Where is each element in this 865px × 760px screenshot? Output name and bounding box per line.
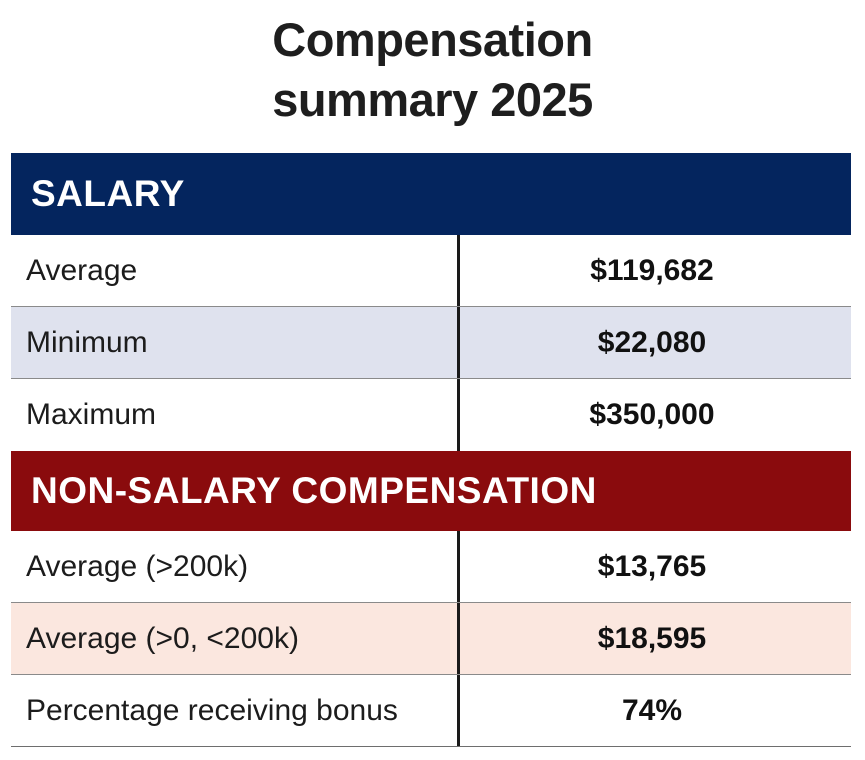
row-label: Average (>200k) (26, 549, 249, 583)
page-title: Compensation summary 2025 (0, 10, 865, 130)
row-label: Maximum (26, 398, 157, 431)
row-value: $13,765 (597, 549, 707, 583)
row-label: Average (26, 253, 138, 287)
row-value: 74% (621, 693, 683, 727)
salary-section-header: SALARY (11, 153, 851, 235)
column-divider (457, 235, 460, 306)
table-row: Percentage receiving bonus 74% (11, 675, 851, 747)
row-value: $22,080 (597, 325, 707, 359)
row-label: Minimum (26, 325, 148, 359)
title-line-1: Compensation (272, 13, 593, 66)
column-divider (457, 675, 460, 746)
row-label: Percentage receiving bonus (26, 693, 398, 727)
compensation-table: SALARY Average $119,682 Minimum $22,080 … (11, 153, 851, 747)
row-value: $350,000 (589, 398, 715, 431)
row-label: Average (>0, <200k) (26, 621, 299, 655)
column-divider (457, 379, 460, 451)
table-row: Average (>200k) $13,765 (11, 531, 851, 603)
column-divider (457, 307, 460, 378)
non-salary-section-header: NON-SALARY COMPENSATION (11, 451, 851, 531)
table-row: Average (>0, <200k) $18,595 (11, 603, 851, 675)
row-value: $119,682 (590, 253, 714, 287)
title-line-2: summary 2025 (272, 73, 593, 126)
row-value: $18,595 (597, 621, 707, 655)
table-row: Maximum $350,000 (11, 379, 851, 451)
table-row: Minimum $22,080 (11, 307, 851, 379)
column-divider (457, 603, 460, 674)
table-row: Average $119,682 (11, 235, 851, 307)
column-divider (457, 531, 460, 602)
